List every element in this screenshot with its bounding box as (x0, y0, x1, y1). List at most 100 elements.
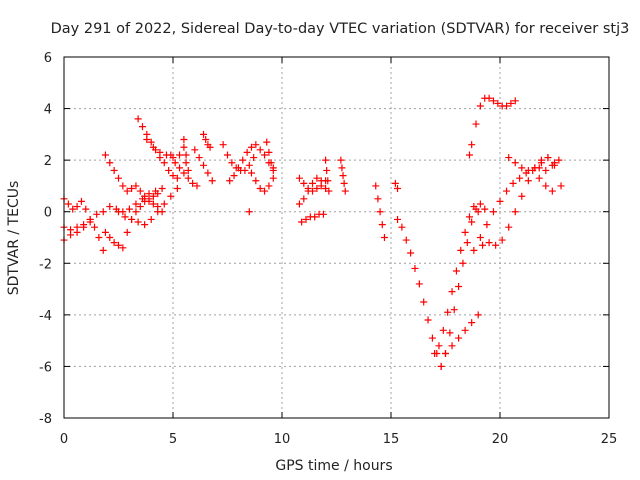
data-point (149, 143, 157, 151)
data-point (415, 280, 423, 288)
data-point (136, 187, 144, 195)
data-point (407, 249, 415, 257)
data-point (317, 177, 325, 185)
series-track-ah (465, 94, 519, 159)
series-track-t (298, 210, 327, 226)
data-point (106, 159, 114, 167)
data-point (73, 203, 81, 211)
data-point (200, 161, 208, 169)
data-point (167, 151, 175, 159)
y-tick-label: -4 (39, 309, 52, 324)
data-point (180, 169, 188, 177)
data-point (141, 221, 149, 229)
data-point (437, 362, 445, 370)
data-point (134, 115, 142, 123)
data-point (195, 154, 203, 162)
data-point (138, 123, 146, 131)
series-track-h (143, 136, 184, 162)
data-point (492, 241, 500, 249)
data-point (338, 164, 346, 172)
data-point (228, 159, 236, 167)
data-point (557, 182, 565, 190)
data-point (99, 208, 107, 216)
series-track-c (60, 218, 94, 244)
y-tick-label: -2 (39, 257, 52, 272)
data-point (184, 174, 192, 182)
data-point (339, 172, 347, 180)
data-point (503, 102, 511, 110)
data-point (119, 244, 127, 252)
data-point (376, 208, 384, 216)
data-point (93, 210, 101, 218)
data-point (435, 342, 443, 350)
x-axis-label: GPS time / hours (275, 458, 392, 474)
data-point (341, 187, 349, 195)
data-point (160, 159, 168, 167)
data-point (206, 143, 214, 151)
data-point (298, 218, 306, 226)
data-point (483, 221, 491, 229)
data-point (115, 208, 122, 216)
data-point (247, 143, 255, 151)
data-point (267, 159, 275, 167)
data-point (446, 329, 454, 337)
x-tick-label: 25 (601, 432, 618, 447)
data-point (239, 156, 247, 164)
data-point (263, 138, 271, 146)
data-point (476, 102, 484, 110)
data-point (250, 154, 258, 162)
data-point (182, 151, 190, 159)
data-point (472, 205, 480, 213)
data-point (309, 179, 317, 187)
data-point (496, 197, 504, 205)
data-point (132, 200, 140, 208)
data-point (518, 192, 526, 200)
y-tick-label: 2 (44, 154, 52, 169)
data-point (80, 223, 88, 231)
data-point (256, 146, 264, 154)
data-point (442, 350, 449, 358)
data-point (468, 319, 476, 327)
series-track-v (337, 156, 349, 195)
data-point (132, 182, 140, 190)
data-point (149, 200, 157, 208)
data-point (106, 234, 114, 241)
data-point (402, 236, 410, 244)
data-point (115, 241, 122, 249)
series-track-y (394, 215, 419, 272)
data-point (191, 146, 199, 154)
data-point (485, 239, 493, 247)
data-point (542, 182, 550, 190)
data-point (378, 221, 386, 229)
data-point (106, 203, 114, 211)
data-point (128, 185, 136, 193)
data-point (136, 203, 144, 211)
series-track-o (247, 169, 277, 195)
x-tick-label: 20 (492, 432, 509, 447)
data-point (507, 99, 515, 107)
series-track-aa (431, 203, 482, 358)
plot-frame (63, 56, 610, 419)
data-point (509, 179, 517, 187)
data-point (241, 166, 249, 174)
data-point (548, 187, 556, 195)
data-point (455, 282, 463, 290)
data-point (189, 179, 197, 187)
data-point (324, 177, 332, 185)
data-point (180, 136, 188, 144)
data-point (485, 94, 493, 102)
data-point (204, 169, 212, 177)
data-point (256, 185, 264, 193)
data-point (77, 197, 85, 205)
data-point (372, 182, 380, 190)
data-point (479, 241, 487, 249)
data-point (243, 148, 251, 156)
data-point (295, 174, 303, 182)
data-point (537, 159, 545, 167)
data-point (524, 166, 532, 174)
data-point (452, 267, 460, 275)
data-point (261, 151, 269, 159)
data-point (476, 234, 484, 241)
data-point (219, 141, 227, 149)
data-point (121, 213, 129, 221)
